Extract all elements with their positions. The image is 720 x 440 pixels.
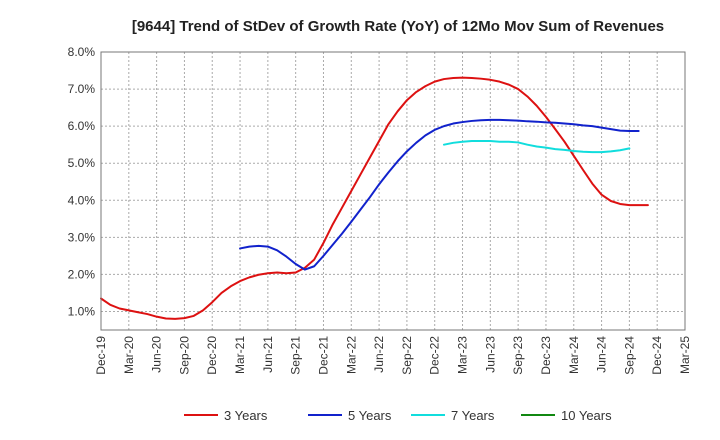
x-tick-label: Sep-21 — [289, 336, 303, 375]
series-line-7-years — [442, 139, 631, 154]
y-tick-label: 3.0% — [68, 230, 96, 244]
grid — [101, 52, 685, 330]
series-layer — [100, 76, 649, 320]
x-tick-label: Jun-23 — [483, 336, 497, 373]
y-tick-label: 7.0% — [68, 82, 96, 96]
y-tick-label: 4.0% — [68, 193, 96, 207]
x-axis: Dec-19 Mar-20 Jun-20 Sep-20 Dec-20 Mar-21 Jun-… — [94, 336, 692, 375]
x-tick-label: Mar-22 — [344, 336, 358, 374]
legend-label: 10 Years — [561, 408, 612, 423]
legend: 3 Years 5 Years 7 Years 10 Years — [184, 408, 612, 423]
y-tick-label: 5.0% — [68, 156, 96, 170]
x-tick-label: Mar-24 — [567, 336, 581, 374]
y-tick-label: 2.0% — [68, 267, 96, 281]
x-tick-label: Dec-24 — [650, 336, 664, 375]
x-tick-label: Dec-20 — [205, 336, 219, 375]
y-axis: 1.0% 2.0% 3.0% 4.0% 5.0% 6.0% 7.0% 8.0% — [68, 45, 96, 318]
y-tick-label: 6.0% — [68, 119, 96, 133]
x-tick-label: Sep-22 — [400, 336, 414, 375]
x-tick-label: Dec-22 — [428, 336, 442, 375]
x-tick-label: Sep-24 — [622, 336, 636, 375]
x-tick-label: Jun-22 — [372, 336, 386, 373]
x-tick-label: Dec-21 — [316, 336, 330, 375]
chart-title: [9644] Trend of StDev of Growth Rate (Yo… — [132, 18, 664, 35]
y-tick-label: 1.0% — [68, 304, 96, 318]
x-tick-label: Mar-20 — [122, 336, 136, 374]
x-tick-label: Mar-21 — [233, 336, 247, 374]
x-tick-label: Jun-20 — [150, 336, 164, 373]
series-line-3-years — [100, 76, 649, 320]
x-tick-label: Mar-25 — [678, 336, 692, 374]
x-tick-label: Sep-23 — [511, 336, 525, 375]
x-tick-label: Sep-20 — [177, 336, 191, 375]
legend-label: 3 Years — [224, 408, 268, 423]
x-tick-label: Dec-19 — [94, 336, 108, 375]
x-tick-label: Mar-23 — [456, 336, 470, 374]
legend-label: 7 Years — [451, 408, 495, 423]
x-tick-label: Jun-21 — [261, 336, 275, 373]
x-tick-label: Jun-24 — [595, 336, 609, 373]
plot-frame — [100, 51, 686, 331]
legend-label: 5 Years — [348, 408, 392, 423]
y-tick-label: 8.0% — [68, 45, 96, 59]
x-tick-label: Dec-23 — [539, 336, 553, 375]
series-line-5-years — [239, 118, 640, 271]
